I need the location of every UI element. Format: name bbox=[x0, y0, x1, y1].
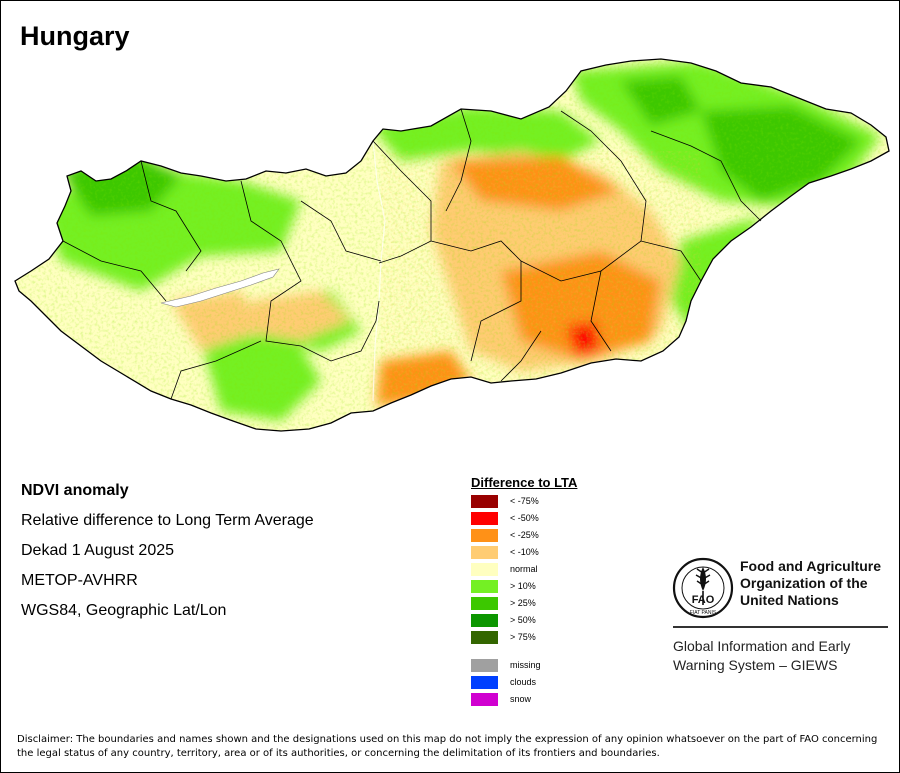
product-period: Dekad 1 August 2025 bbox=[21, 542, 175, 559]
fao-organization-name: Food and Agriculture Organization of the… bbox=[740, 558, 881, 609]
legend-swatch bbox=[471, 512, 498, 525]
ndvi-raster bbox=[15, 59, 889, 431]
boundary-line bbox=[372, 140, 432, 264]
boundary-line bbox=[500, 330, 542, 382]
legend-label: clouds bbox=[510, 677, 537, 687]
map-title: Hungary bbox=[20, 21, 130, 51]
boundary-line bbox=[445, 108, 472, 212]
legend-swatch bbox=[471, 580, 498, 593]
product-projection: WGS84, Geographic Lat/Lon bbox=[21, 602, 227, 619]
fao-logo-letters: FAO bbox=[692, 594, 715, 606]
legend-label: > 75% bbox=[510, 632, 536, 642]
legend-swatch bbox=[471, 529, 498, 542]
legend-swatch bbox=[471, 693, 498, 706]
boundary-line bbox=[300, 300, 380, 362]
product-description: Relative difference to Long Term Average bbox=[21, 512, 314, 529]
boundary-line bbox=[62, 240, 167, 302]
fao-name-line: United Nations bbox=[740, 592, 839, 608]
boundary-line bbox=[140, 160, 202, 272]
legend-label: snow bbox=[510, 694, 532, 704]
legend-swatch bbox=[471, 614, 498, 627]
boundary-line bbox=[650, 130, 762, 222]
boundary-line bbox=[560, 110, 647, 242]
lake-balaton bbox=[160, 268, 280, 308]
orange-speckle bbox=[381, 151, 701, 411]
legend-label: normal bbox=[510, 564, 538, 574]
product-sensor: METOP-AVHRR bbox=[21, 572, 138, 589]
legend-label: < -50% bbox=[510, 513, 539, 523]
legend-label: < -10% bbox=[510, 547, 539, 557]
giews-line: Global Information and Early bbox=[673, 638, 851, 654]
legend-swatch bbox=[471, 546, 498, 559]
hungary-ndvi-map bbox=[14, 58, 890, 432]
legend-swatch bbox=[471, 676, 498, 689]
giews-name: Global Information and Early Warning Sys… bbox=[673, 637, 850, 675]
legend-swatch bbox=[471, 631, 498, 644]
fao-name-line: Food and Agriculture bbox=[740, 558, 882, 574]
county-boundaries bbox=[62, 108, 762, 400]
legend-label: missing bbox=[510, 660, 541, 670]
boundary-line bbox=[170, 340, 262, 400]
boundary-line bbox=[520, 240, 702, 282]
legend-label: < -75% bbox=[510, 496, 539, 506]
fao-logo-icon: FAO FIAT PANIS bbox=[672, 557, 734, 619]
boundary-line bbox=[300, 200, 382, 262]
legend-label: > 10% bbox=[510, 581, 536, 591]
disclaimer-text: Disclaimer: The boundaries and names sho… bbox=[17, 734, 878, 759]
fao-logo-motto: FIAT PANIS bbox=[690, 610, 717, 616]
legend-label: < -25% bbox=[510, 530, 539, 540]
legend-swatch bbox=[471, 659, 498, 672]
product-name: NDVI anomaly bbox=[21, 482, 129, 499]
legend-swatch bbox=[471, 563, 498, 576]
boundary-line bbox=[240, 180, 302, 347]
boundary-line bbox=[590, 270, 612, 352]
national-border bbox=[14, 58, 890, 432]
legend-label: > 50% bbox=[510, 615, 536, 625]
legend-swatch bbox=[471, 495, 498, 508]
legend-title: Difference to LTA bbox=[471, 475, 578, 490]
giews-line: Warning System – GIEWS bbox=[673, 657, 838, 673]
legend-label: > 25% bbox=[510, 598, 536, 608]
logo-divider bbox=[673, 626, 888, 628]
fao-name-line: Organization of the bbox=[740, 575, 868, 591]
legend-swatch bbox=[471, 597, 498, 610]
